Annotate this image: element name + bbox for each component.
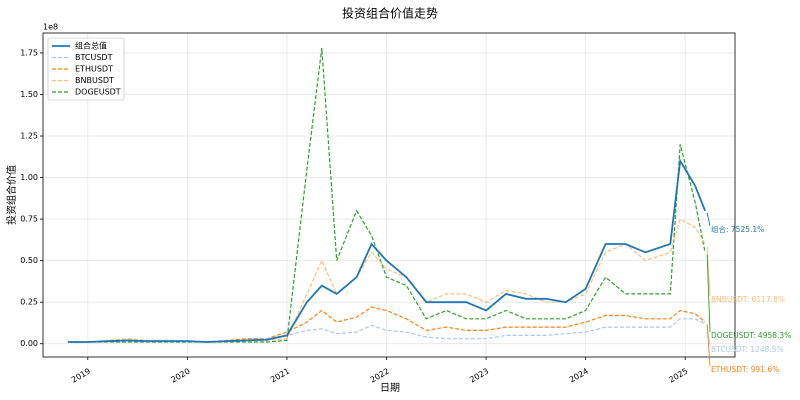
x-tick-label: 2023 bbox=[468, 367, 490, 385]
annotation-arrow bbox=[706, 212, 711, 227]
chart-title: 投资组合价值走势 bbox=[342, 6, 438, 21]
x-tick-label: 2025 bbox=[667, 367, 689, 385]
legend-label: BNBUSDT bbox=[75, 76, 114, 85]
y-offset-label: 1e8 bbox=[43, 23, 58, 32]
annotation-arrow bbox=[706, 254, 711, 333]
y-tick-label: 1.25 bbox=[20, 132, 38, 141]
y-tick-label: 0.00 bbox=[20, 339, 38, 348]
series-line bbox=[67, 306, 706, 343]
x-tick-label: 2021 bbox=[269, 367, 291, 385]
annotation: BNBUSDT: 6117.8% bbox=[711, 295, 785, 304]
legend-box bbox=[47, 37, 125, 101]
annotation: ETHUSDT: 991.6% bbox=[711, 365, 779, 374]
y-tick-label: 1.50 bbox=[20, 90, 38, 99]
x-tick-label: 2019 bbox=[70, 367, 92, 385]
y-tick-label: 0.75 bbox=[20, 215, 38, 224]
annotation: 组合: 7525.1% bbox=[711, 224, 764, 234]
legend-label: ETHUSDT bbox=[75, 65, 113, 74]
x-tick-label: 2024 bbox=[568, 367, 590, 385]
x-axis-label: 日期 bbox=[380, 382, 400, 394]
legend-label: DOGEUSDT bbox=[75, 88, 121, 97]
legend-label: 组合总值 bbox=[75, 41, 107, 51]
series-line bbox=[67, 47, 706, 343]
annotation: BTCUSDT: 1248.5% bbox=[711, 345, 784, 354]
legend-label: BTCUSDT bbox=[75, 53, 113, 62]
annotation-arrow bbox=[706, 324, 711, 367]
series-line bbox=[67, 158, 706, 343]
y-tick-label: 0.25 bbox=[20, 298, 38, 307]
y-tick-label: 1.00 bbox=[20, 173, 38, 182]
annotation-arrow bbox=[706, 245, 711, 297]
y-axis-label: 投资组合价值 bbox=[5, 165, 18, 225]
plot-frame bbox=[42, 32, 736, 358]
y-tick-label: 0.50 bbox=[20, 256, 38, 265]
annotation: DOGEUSDT: 4958.3% bbox=[711, 331, 791, 340]
x-tick-label: 2022 bbox=[369, 367, 391, 385]
x-tick-label: 2020 bbox=[169, 367, 191, 385]
y-tick-label: 1.75 bbox=[20, 48, 38, 57]
